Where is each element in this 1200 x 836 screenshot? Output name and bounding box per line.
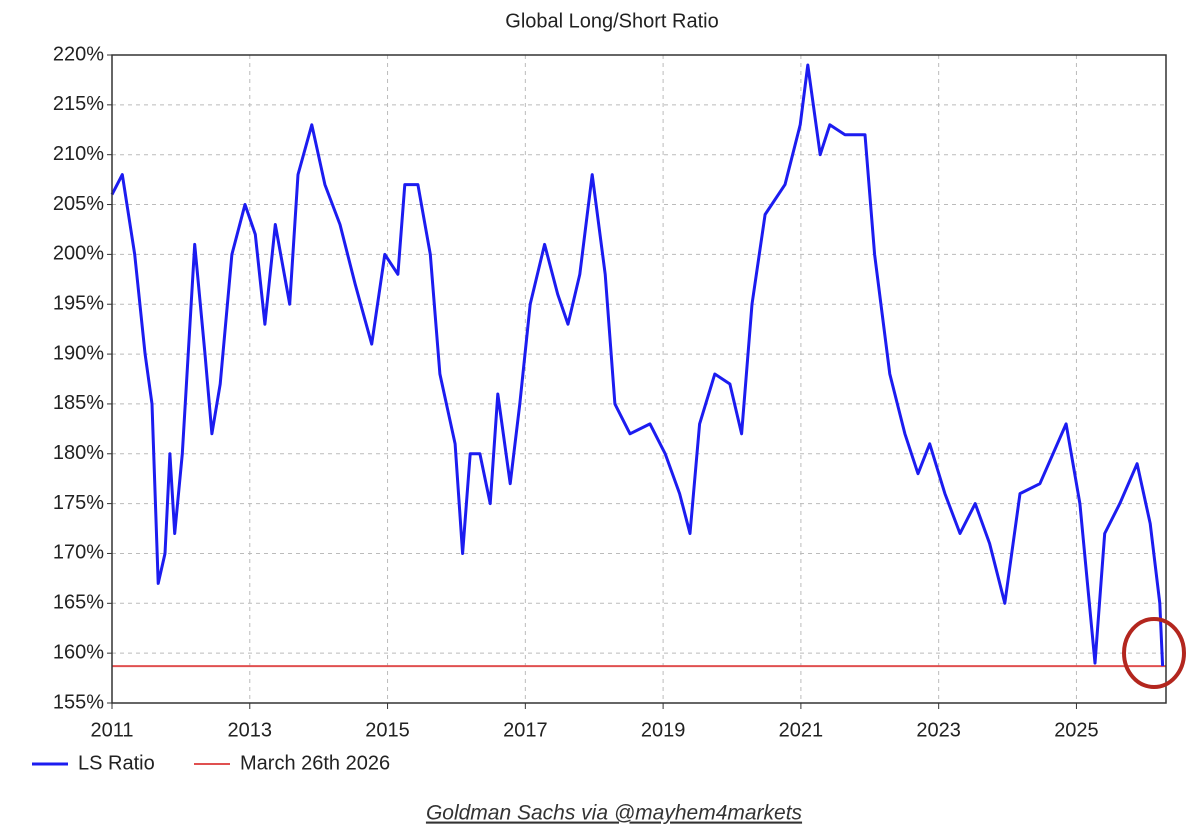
x-tick-label: 2017: [503, 719, 548, 741]
y-tick-label: 215%: [53, 93, 104, 115]
source: Goldman Sachs via @mayhem4markets: [426, 802, 803, 825]
series-line: [110, 63, 1165, 667]
x-tick-label: 2019: [641, 719, 686, 741]
y-tick-label: 165%: [53, 592, 104, 614]
legend-label: LS Ratio: [78, 752, 155, 774]
x-tick-label: 2015: [365, 719, 410, 741]
x-tick-label: 2023: [916, 719, 961, 741]
x-tick-label: 2013: [228, 719, 273, 741]
chart-title: Global Long/Short Ratio: [505, 10, 718, 32]
y-tick-label: 155%: [53, 691, 104, 713]
y-tick-label: 180%: [53, 442, 104, 464]
y-tick-label: 185%: [53, 392, 104, 414]
plot-frame: [111, 54, 1167, 704]
y-tick-label: 175%: [53, 492, 104, 514]
x-tick-label: 2021: [779, 719, 824, 741]
y-tick-label: 205%: [53, 193, 104, 215]
y-tick-label: 160%: [53, 641, 104, 663]
y-tick-label: 200%: [53, 243, 104, 265]
x-tick-label: 2025: [1054, 719, 1099, 741]
y-tick-label: 220%: [53, 43, 104, 65]
y-tick-label: 210%: [53, 143, 104, 165]
highlight-circle: [1122, 617, 1186, 689]
plot-area: [112, 55, 1166, 703]
y-tick-label: 170%: [53, 542, 104, 564]
y-tick-label: 195%: [53, 293, 104, 315]
y-tick-label: 190%: [53, 342, 104, 364]
x-tick-label: 2011: [90, 719, 133, 741]
legend-label: March 26th 2026: [240, 752, 390, 774]
